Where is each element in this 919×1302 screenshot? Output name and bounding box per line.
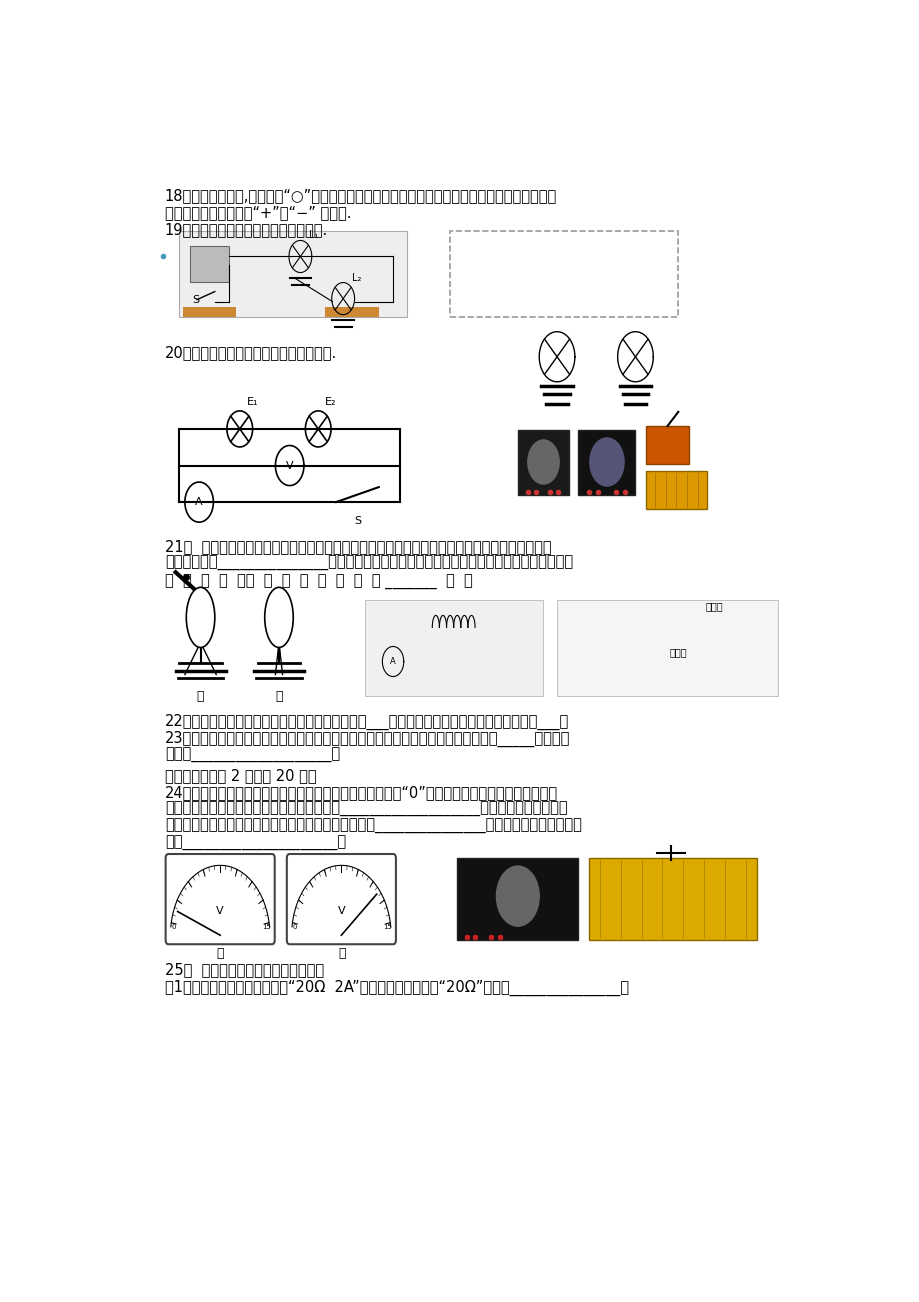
FancyBboxPatch shape — [179, 232, 407, 316]
FancyBboxPatch shape — [325, 307, 379, 316]
Text: 15: 15 — [382, 924, 391, 930]
Text: 21．  丝绸摩擦过的玻璃棒和不带电的验电器金属球接触，会发现验电器金属箔片张开，如下图甲: 21． 丝绸摩擦过的玻璃棒和不带电的验电器金属球接触，会发现验电器金属箔片张开，… — [165, 539, 550, 555]
Ellipse shape — [265, 587, 293, 647]
FancyBboxPatch shape — [645, 426, 688, 464]
Text: 25．  用滑动变阔器改变小灯泡的亮度: 25． 用滑动变阔器改变小灯泡的亮度 — [165, 962, 323, 978]
Text: 18．如下左图所示,电路中的“○”内，填入电流表或电压表的符号，要求两灯都能工作，并在图上: 18．如下左图所示,电路中的“○”内，填入电流表或电压表的符号，要求两灯都能工作… — [165, 189, 557, 203]
Text: S: S — [192, 294, 199, 305]
Text: 0: 0 — [292, 924, 297, 930]
Text: 表接入电路时，指针偏转情况如下图乙所示，这是因为_______________，此时应该先断开开关，: 表接入电路时，指针偏转情况如下图乙所示，这是因为_______________，… — [165, 819, 581, 835]
Text: 接电源: 接电源 — [704, 602, 722, 612]
Text: 路时，指针偏转情况如下图甲所示，这是因为___________________；纠正后第二次把电压: 路时，指针偏转情况如下图甲所示，这是因为___________________；… — [165, 802, 567, 816]
Text: 标出电流表、电压表的“+”、“−” 接线漩.: 标出电流表、电压表的“+”、“−” 接线漩. — [165, 206, 351, 220]
Text: A: A — [390, 658, 395, 667]
Text: 所示，原因是_______________。若再将另一带电小球与该验电器金属球接触，发现箔片闭合，: 所示，原因是_______________。若再将另一带电小球与该验电器金属球接… — [165, 556, 573, 572]
FancyBboxPatch shape — [457, 858, 578, 940]
Text: 22．上图（中），鐵丝加热时，电流表的示数会变___，此现象说明温度越高，鐵丝的电阔越___。: 22．上图（中），鐵丝加热时，电流表的示数会变___，此现象说明温度越高，鐵丝的… — [165, 713, 569, 730]
FancyBboxPatch shape — [517, 430, 569, 495]
Circle shape — [528, 440, 559, 484]
Text: 19．将左图中的电路图画在右面方框内.: 19．将左图中的电路图画在右面方框内. — [165, 223, 328, 237]
Text: 0: 0 — [172, 924, 176, 930]
Text: 象表明___________________。: 象表明___________________。 — [165, 747, 340, 763]
FancyBboxPatch shape — [189, 246, 229, 281]
Text: （1）实验室中有一铭牌上标有“20Ω  2A”字样的滑动变阔器，“20Ω”指的是_______________，: （1）实验室中有一铭牌上标有“20Ω 2A”字样的滑动变阔器，“20Ω”指的是_… — [165, 979, 629, 996]
Text: 乙: 乙 — [275, 690, 282, 703]
Text: 甲: 甲 — [217, 948, 224, 961]
Text: A: A — [195, 497, 203, 506]
Text: 15: 15 — [262, 924, 270, 930]
Text: L₂: L₂ — [351, 272, 360, 283]
Text: L₁: L₁ — [309, 230, 318, 241]
Text: V: V — [337, 906, 345, 915]
FancyBboxPatch shape — [165, 854, 275, 944]
FancyBboxPatch shape — [557, 600, 777, 695]
Text: E₂: E₂ — [325, 397, 336, 406]
Text: 甲: 甲 — [197, 690, 204, 703]
FancyBboxPatch shape — [645, 471, 706, 509]
Text: V: V — [216, 906, 223, 915]
Text: 乙: 乙 — [337, 948, 346, 961]
Text: 玻璃珠: 玻璃珠 — [669, 647, 686, 658]
FancyBboxPatch shape — [449, 232, 677, 316]
Text: 如  图  乙  所  示，  则  此  带  电  小  球  带 _______  电  。: 如 图 乙 所 示， 则 此 带 电 小 球 带 _______ 电 。 — [165, 575, 472, 590]
Text: 23．如右上图所示，闭合开关后，灯泡不亮；当玻璃珠被烧到红热状态时，灯泡逐渐_____。这一现: 23．如右上图所示，闭合开关后，灯泡不亮；当玻璃珠被烧到红热状态时，灯泡逐渐__… — [165, 730, 570, 747]
Text: 3  1 5: 3 1 5 — [598, 499, 614, 504]
Text: 0  6  1: 0 6 1 — [534, 499, 551, 504]
Ellipse shape — [186, 587, 215, 647]
Text: 然后_____________________。: 然后_____________________。 — [165, 836, 346, 852]
Text: S: S — [354, 516, 360, 526]
FancyBboxPatch shape — [364, 600, 542, 695]
Circle shape — [496, 866, 539, 926]
FancyBboxPatch shape — [183, 307, 236, 316]
Text: 四．实验（每空 2 分，共 20 分）: 四．实验（每空 2 分，共 20 分） — [165, 768, 316, 783]
Text: 24．某同学在用电压表测电压前，已经将电压表的指针调到“0”刻度线上，第一次将电压表接入电: 24．某同学在用电压表测电压前，已经将电压表的指针调到“0”刻度线上，第一次将电… — [165, 785, 558, 799]
Text: E₁: E₁ — [246, 397, 258, 406]
Text: 20．根据如下图所示的电路图连接实物图.: 20．根据如下图所示的电路图连接实物图. — [165, 345, 336, 359]
FancyBboxPatch shape — [287, 854, 395, 944]
FancyBboxPatch shape — [578, 430, 635, 495]
FancyBboxPatch shape — [588, 858, 756, 940]
Text: V: V — [286, 461, 293, 470]
Circle shape — [589, 437, 623, 486]
